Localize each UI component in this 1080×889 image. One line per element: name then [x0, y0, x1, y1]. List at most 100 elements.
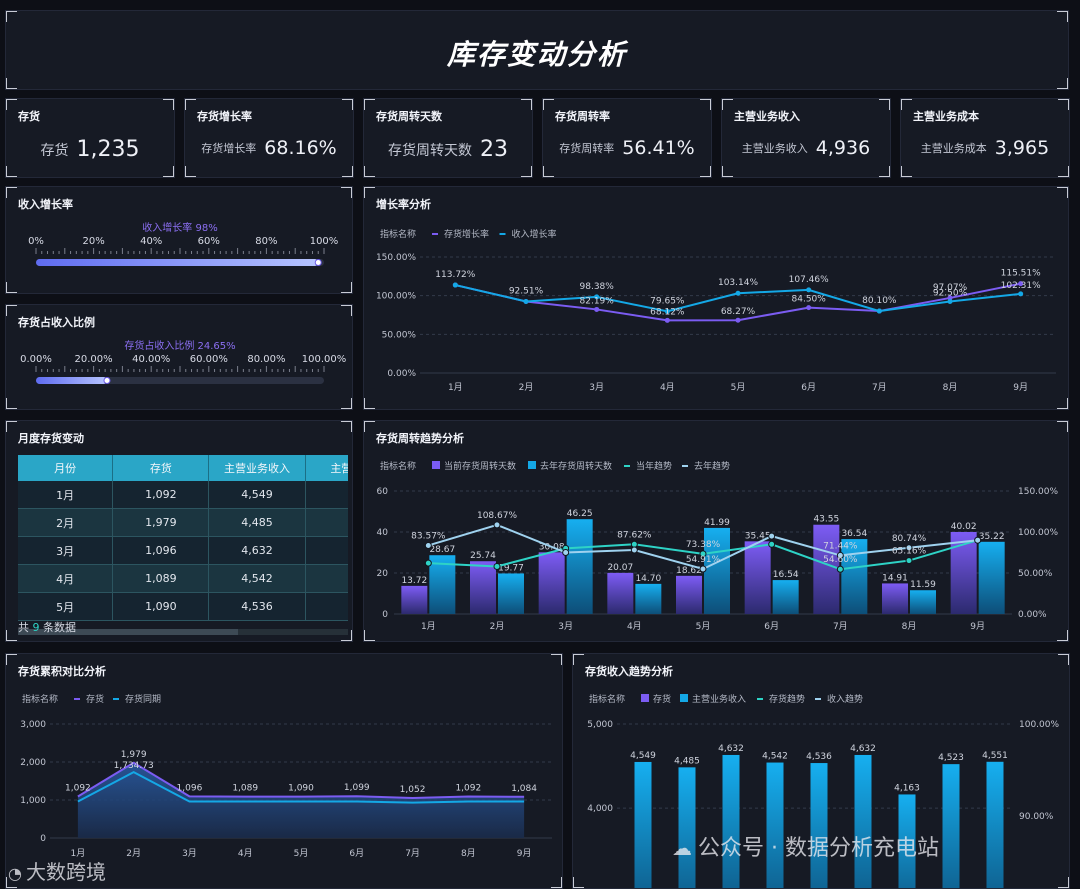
table-row[interactable]: 1月 1,092 4,549 — [18, 481, 348, 509]
table-row[interactable]: 3月 1,096 4,632 — [18, 536, 348, 565]
data-label: 80.10% — [862, 296, 897, 306]
cell: 4,485 — [208, 508, 306, 537]
kpi-name: 主营业务成本 — [920, 142, 987, 155]
data-label: 98.38% — [580, 282, 615, 292]
bar — [950, 531, 977, 614]
watermark-text: 大数跨境 — [25, 860, 106, 884]
legend-label: 当年趋势 — [636, 460, 672, 472]
y-tick-label: 2,000 — [20, 758, 46, 768]
data-label: 41.99 — [704, 518, 730, 528]
panel-title: 月度存货变动 — [18, 432, 84, 445]
trend-label: 87.62% — [617, 530, 652, 540]
data-label: 4,632 — [850, 744, 876, 754]
legend-label: 存货增长率 — [444, 228, 489, 240]
table-row[interactable]: 4月 1,089 4,542 — [18, 564, 348, 593]
trend-point — [768, 532, 776, 540]
y-tick-label-right: 50.00% — [1018, 569, 1053, 579]
trend-point — [630, 546, 638, 554]
x-tick-label: 2月 — [519, 382, 534, 393]
bar — [470, 561, 496, 614]
table-scrollbar[interactable] — [18, 629, 348, 635]
x-tick-label: 5月 — [294, 848, 309, 859]
title-panel: 库存变动分析 — [5, 10, 1069, 90]
y-tick-label-left: 0 — [382, 610, 388, 620]
trend-point — [836, 551, 844, 559]
column-header[interactable]: 月份 — [18, 455, 114, 481]
column-header[interactable]: 主营 — [305, 455, 348, 481]
data-label: 97.07% — [933, 283, 968, 293]
legend-swatch — [528, 461, 536, 469]
y-tick-label: 1,000 — [20, 796, 46, 806]
trend-label: 83.57% — [411, 531, 446, 541]
y-tick-label-left: 4,000 — [587, 804, 613, 814]
x-tick-label: 7月 — [405, 848, 420, 859]
data-label: 68.27% — [721, 307, 756, 317]
cell: 4,536 — [208, 592, 306, 621]
turnover-trend-combo-chart: 指标名称 当前存货周转天数 去年存货周转天数 当年趋势 去年趋势 0 20 40 60 0.00%… — [377, 460, 1059, 632]
bar — [810, 763, 828, 888]
panel-title: 收入增长率 — [18, 198, 73, 211]
legend-label: 收入趋势 — [827, 693, 863, 705]
trend-point — [562, 549, 570, 556]
cell — [305, 536, 348, 565]
trend-label: 80.74% — [892, 534, 927, 544]
y-tick-label-left: 20 — [377, 569, 389, 579]
gauge-tick-label: 80.00% — [247, 354, 285, 365]
kpi-name: 存货周转天数 — [388, 142, 472, 159]
trend-point — [699, 550, 707, 558]
trend-point — [699, 565, 707, 573]
column-header[interactable]: 存货 — [112, 455, 210, 481]
x-tick-label: 3月 — [558, 621, 573, 632]
gauge-tick-label: 80% — [255, 236, 277, 247]
data-label: 16.54 — [773, 570, 799, 580]
gauge-knob — [103, 377, 111, 384]
x-tick-label: 8月 — [461, 848, 476, 859]
data-label: 4,542 — [762, 752, 788, 762]
x-tick-label: 4月 — [238, 848, 253, 859]
gauge-tick-label: 40% — [140, 236, 162, 247]
growth-rate-line-chart: 指标名称 存货增长率 收入增长率 0.00% 50.00% 100.00% 150.00% 1… — [376, 228, 1056, 393]
gauge-tick-label: 40.00% — [132, 354, 170, 365]
trend-label: 54.60% — [823, 555, 858, 565]
data-label: 14.91 — [882, 573, 908, 583]
data-point — [664, 317, 670, 323]
panel-title: 增长率分析 — [376, 198, 431, 211]
cell: 2月 — [18, 508, 114, 537]
legend-label: 存货 — [653, 693, 671, 705]
kpi-value: 4,936 — [815, 137, 871, 159]
y-tick-label-right: 100.00% — [1019, 720, 1059, 730]
kpi-card-revenue: 主营业务收入 主营业务收入 4,936 — [721, 98, 891, 178]
y-tick-label-left: 5,000 — [587, 720, 613, 730]
y-tick-label: 0 — [40, 834, 46, 844]
wechat-icon: ☁ — [672, 836, 692, 860]
cell: 1月 — [18, 481, 114, 509]
table-row[interactable]: 2月 1,979 4,485 — [18, 508, 348, 537]
kpi-name: 存货增长率 — [201, 142, 257, 155]
bar — [772, 580, 799, 614]
x-tick-label: 8月 — [902, 621, 917, 632]
trend-point — [424, 541, 432, 549]
gauge-tick-label: 20% — [82, 236, 104, 247]
footer-count: 9 — [32, 621, 40, 634]
cell — [305, 508, 348, 537]
x-tick-label: 1月 — [421, 621, 436, 632]
data-label: 1,052 — [400, 785, 426, 795]
x-tick-label: 9月 — [1013, 382, 1028, 393]
legend-title: 指标名称 — [22, 693, 58, 705]
data-label: 68.12% — [650, 307, 685, 317]
bar — [841, 539, 868, 614]
y-tick-label: 0.00% — [387, 369, 416, 379]
gauge-tick-label: 100% — [310, 236, 339, 247]
table-row[interactable]: 5月 1,090 4,536 — [18, 592, 348, 621]
gauge-fill — [36, 259, 319, 266]
data-label: 35.22 — [979, 532, 1005, 542]
data-label: 11.59 — [910, 580, 936, 590]
y-tick-label: 50.00% — [382, 330, 417, 340]
data-point — [735, 290, 741, 296]
cell — [305, 564, 348, 593]
kpi-title: 主营业务收入 — [734, 110, 800, 123]
legend-label: 存货趋势 — [769, 693, 805, 705]
column-header[interactable]: 主营业务收入 — [208, 455, 306, 481]
